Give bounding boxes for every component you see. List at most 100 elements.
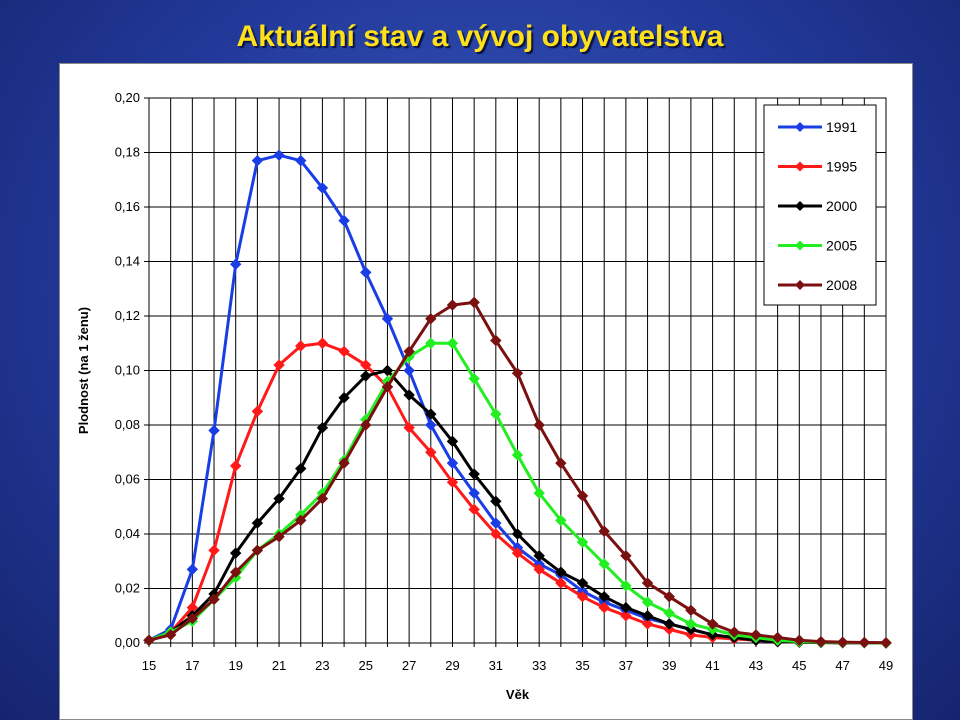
data-point	[598, 525, 610, 537]
data-point	[403, 422, 415, 434]
data-point	[251, 405, 264, 418]
data-point	[511, 547, 524, 559]
x-tick-label: 47	[835, 658, 849, 673]
data-point	[295, 462, 307, 475]
data-point	[641, 610, 654, 622]
y-tick-label: 0,08	[115, 417, 140, 432]
x-tick-label: 43	[749, 658, 763, 673]
x-tick-label: 15	[142, 658, 156, 673]
x-tick-label: 45	[792, 658, 806, 673]
data-point	[251, 154, 264, 167]
legend-item-1995: 1995	[778, 159, 857, 175]
data-point	[511, 449, 524, 461]
data-point	[663, 590, 675, 603]
x-tick-label: 27	[402, 658, 416, 673]
data-point	[468, 372, 480, 385]
data-point	[446, 337, 459, 349]
data-point	[511, 367, 524, 379]
data-point	[576, 590, 589, 603]
data-point	[295, 154, 307, 167]
data-point	[273, 359, 285, 371]
legend-label: 2000	[826, 198, 857, 214]
data-point	[793, 634, 806, 646]
x-tick-label: 31	[489, 658, 503, 673]
legend-item-1991: 1991	[778, 119, 857, 135]
data-point	[425, 408, 437, 420]
data-point	[208, 593, 220, 606]
data-point	[598, 590, 610, 603]
data-point	[728, 626, 740, 638]
data-point	[338, 392, 350, 404]
data-point	[446, 457, 459, 469]
data-point	[186, 563, 199, 576]
data-point	[490, 528, 502, 540]
data-point	[490, 495, 502, 508]
data-point	[381, 364, 394, 377]
legend-marker	[795, 240, 805, 251]
data-point	[403, 389, 415, 401]
data-point	[468, 468, 480, 480]
x-tick-label: 19	[228, 658, 242, 673]
data-point	[295, 514, 307, 527]
y-tick-label: 0,10	[115, 363, 140, 378]
data-point	[685, 604, 697, 617]
data-point	[706, 618, 719, 630]
y-tick-label: 0,00	[115, 635, 140, 650]
data-point	[446, 435, 459, 448]
data-point	[403, 364, 415, 377]
data-point	[620, 580, 632, 592]
data-point	[425, 337, 437, 349]
data-point	[576, 490, 589, 502]
data-point	[750, 629, 762, 641]
data-point	[360, 359, 372, 371]
x-tick-label: 29	[445, 658, 459, 673]
data-point	[468, 503, 480, 516]
data-point	[425, 446, 437, 458]
legend: 1991 1995 2000 2005 2008	[763, 104, 877, 306]
y-tick-label: 0,12	[115, 308, 140, 323]
data-point	[490, 334, 502, 347]
data-point	[490, 517, 502, 529]
data-point	[273, 531, 285, 543]
data-point	[425, 419, 437, 431]
data-point	[663, 618, 675, 630]
legend-item-2008: 2008	[778, 277, 857, 293]
data-point	[360, 419, 372, 431]
x-tick-label: 49	[879, 658, 893, 673]
x-tick-label: 25	[359, 658, 373, 673]
data-point	[641, 618, 654, 630]
y-tick-label: 0,18	[115, 145, 140, 160]
data-point	[533, 550, 545, 562]
data-point	[620, 550, 632, 562]
legend-label: 1995	[826, 159, 857, 175]
y-tick-label: 0,14	[115, 254, 140, 269]
data-point	[229, 258, 242, 270]
data-point	[381, 313, 394, 325]
data-point	[685, 618, 697, 630]
series-2000	[143, 364, 892, 649]
data-point	[641, 577, 654, 589]
data-point	[164, 629, 177, 641]
x-tick-label: 41	[705, 658, 719, 673]
chart-frame: 0,00 0,02 0,04 0,06 0,08 0,10 0,12 0,14 0,16 0,18…	[59, 63, 913, 720]
data-point	[316, 492, 329, 505]
data-point	[251, 517, 264, 529]
x-tick-label: 21	[272, 658, 286, 673]
data-point	[208, 424, 220, 437]
data-point	[468, 296, 480, 309]
data-point	[771, 631, 784, 644]
data-point	[446, 299, 459, 311]
data-point	[836, 636, 849, 648]
series-2008	[143, 296, 892, 649]
data-point	[468, 487, 480, 499]
data-point	[555, 457, 567, 469]
data-point	[490, 408, 502, 420]
data-point	[338, 457, 350, 469]
data-point	[338, 214, 350, 227]
data-point	[880, 637, 892, 649]
x-tick-label: 37	[619, 658, 633, 673]
data-point	[360, 370, 372, 382]
legend-label: 1991	[826, 119, 857, 135]
data-point	[446, 476, 459, 488]
data-point	[555, 566, 567, 578]
